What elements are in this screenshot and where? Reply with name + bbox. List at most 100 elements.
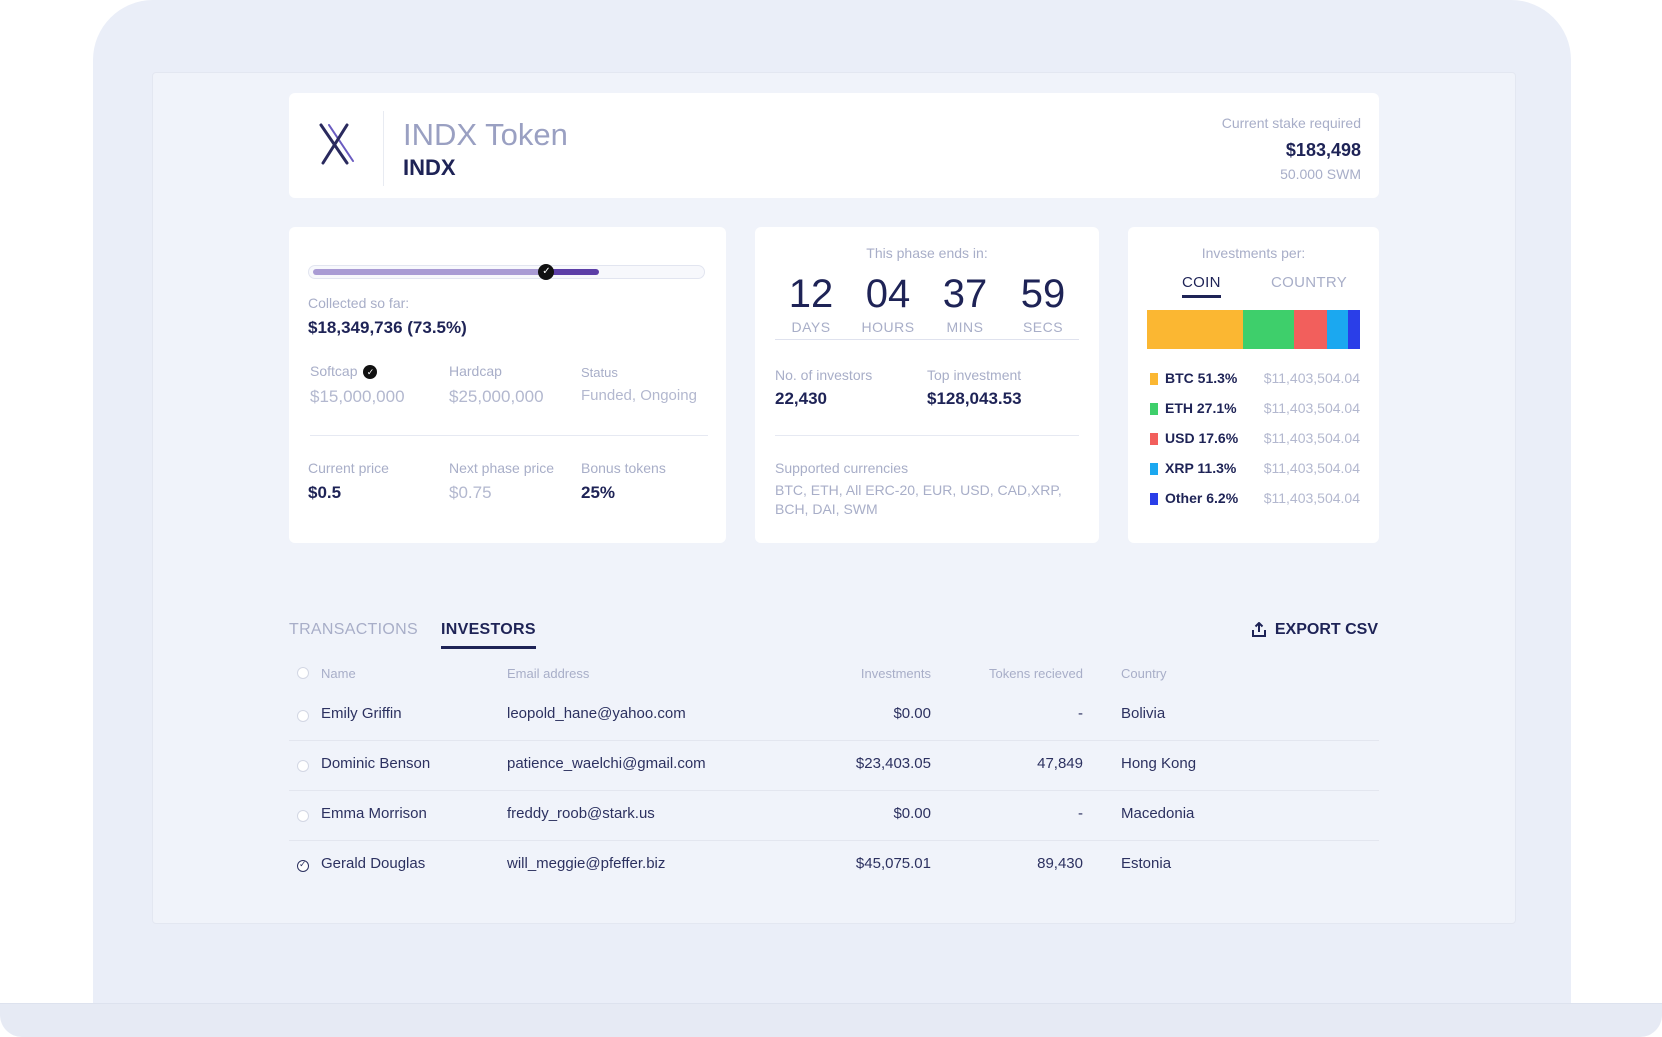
stacked-bar-segment [1348, 310, 1360, 349]
cell-tokens: - [1078, 805, 1083, 822]
softcap-check-icon: ✓ [363, 365, 378, 379]
cell-tokens: 47,849 [1037, 755, 1083, 772]
countdown-divider [775, 339, 1079, 340]
table-row[interactable]: Gerald Douglas will_meggie@pfeffer.biz $… [289, 841, 1379, 891]
swatch-btc [1150, 373, 1158, 385]
funding-divider [310, 435, 708, 436]
bonus-value: 25% [581, 483, 616, 502]
tab-coin[interactable]: COIN [1182, 274, 1221, 298]
col-header-investments[interactable]: Investments [860, 666, 931, 681]
cell-name: Dominic Benson [321, 755, 431, 772]
investors-value: 22,430 [775, 389, 827, 408]
swatch-usd [1150, 433, 1158, 445]
investments-title: Investments per: [1201, 245, 1306, 261]
progress-fill-softcap [313, 269, 547, 275]
row-checkbox[interactable] [297, 760, 309, 772]
cell-country: Macedonia [1121, 805, 1195, 822]
swatch-xrp [1150, 463, 1158, 475]
investment-row-eth: ETH 27.1% $11,403,504.04 [1150, 399, 1360, 419]
stake-value: $183,498 [1285, 140, 1361, 160]
cell-investments: $0.00 [893, 805, 931, 822]
stacked-bar-segment [1327, 310, 1349, 349]
row-checkbox[interactable] [297, 710, 309, 722]
cell-name: Emma Morrison [321, 805, 427, 822]
table-row[interactable]: Emily Griffin leopold_hane@yahoo.com $0.… [289, 691, 1379, 741]
export-icon [1251, 622, 1266, 637]
softcap-label: Softcap ✓ [310, 363, 378, 379]
investments-card: Investments per: COIN COUNTRY BTC 51.3% … [1128, 227, 1379, 543]
cell-country: Estonia [1121, 855, 1172, 872]
col-header-email[interactable]: Email address [507, 666, 590, 681]
col-header-tokens[interactable]: Tokens recieved [989, 666, 1083, 681]
countdown-secs: 59 SECS [1020, 272, 1066, 335]
stake-label: Current stake required [1221, 115, 1361, 131]
row-checkbox-checked[interactable] [297, 859, 309, 872]
stacked-bar-segment [1294, 310, 1328, 349]
cell-email: leopold_hane@yahoo.com [507, 705, 686, 722]
col-header-country[interactable]: Country [1121, 666, 1167, 681]
indx-logo-icon [319, 123, 354, 165]
progress-fill-collected [542, 269, 599, 275]
current-price-value: $0.5 [308, 483, 342, 502]
cell-email: patience_waelchi@gmail.com [507, 755, 706, 772]
funding-progress-bar: ✓ [308, 264, 705, 280]
status-label: Status [581, 365, 618, 380]
countdown-mins: 37 MINS [942, 272, 988, 335]
tab-transactions[interactable]: TRANSACTIONS [289, 621, 418, 638]
hardcap-value: $25,000,000 [449, 387, 544, 406]
top-investment-label: Top investment [927, 367, 1022, 383]
current-price-label: Current price [308, 460, 389, 476]
tab-investors[interactable]: INVESTORS [441, 621, 536, 649]
cell-name: Emily Griffin [321, 705, 402, 722]
next-price-label: Next phase price [449, 460, 555, 476]
phase-divider [775, 435, 1079, 436]
investors-label: No. of investors [775, 367, 873, 383]
cell-investments: $23,403.05 [855, 755, 931, 772]
status-value: Funded, Ongoing [581, 387, 697, 404]
currencies-label: Supported currencies [775, 460, 909, 476]
collected-label: Collected so far: [308, 295, 410, 311]
cell-investments: $45,075.01 [855, 855, 931, 872]
softcap-marker-icon: ✓ [538, 264, 555, 280]
phase-card: This phase ends in: 12 DAYS 04 HOURS 37 … [755, 227, 1099, 543]
stake-sub: 50.000 SWM [1280, 166, 1361, 182]
cell-name: Gerald Douglas [321, 855, 426, 872]
phase-title: This phase ends in: [866, 245, 988, 261]
token-header-card: INDX Token INDX Current stake required $… [289, 93, 1379, 198]
swatch-other [1150, 493, 1158, 505]
tab-country[interactable]: COUNTRY [1271, 274, 1347, 291]
investment-row-btc: BTC 51.3% $11,403,504.04 [1150, 369, 1360, 389]
logo-divider [383, 111, 384, 186]
dashboard-screen: INDX Token INDX Current stake required $… [152, 72, 1516, 924]
investment-row-usd: USD 17.6% $11,403,504.04 [1150, 429, 1360, 449]
softcap-value: $15,000,000 [310, 387, 405, 406]
export-csv-button[interactable]: EXPORT CSV [1251, 621, 1378, 639]
investment-stacked-bar [1147, 310, 1360, 349]
laptop-base [0, 1003, 1662, 1037]
cell-investments: $0.00 [893, 705, 931, 722]
cell-tokens: 89,430 [1037, 855, 1083, 872]
select-all-checkbox[interactable] [297, 667, 309, 679]
export-csv-label: EXPORT CSV [1274, 621, 1378, 638]
investment-row-xrp: XRP 11.3% $11,403,504.04 [1150, 459, 1360, 479]
countdown-hours: 04 HOURS [861, 272, 915, 335]
stacked-bar-segment [1147, 310, 1244, 349]
countdown-days: 12 DAYS [788, 272, 834, 335]
swatch-eth [1150, 403, 1158, 415]
collected-value: $18,349,736 (73.5%) [308, 318, 467, 337]
col-header-name[interactable]: Name [321, 666, 356, 681]
table-row[interactable]: Emma Morrison freddy_roob@stark.us $0.00… [289, 791, 1379, 841]
token-name: INDX Token [403, 117, 568, 152]
cell-tokens: - [1078, 705, 1083, 722]
stacked-bar-segment [1243, 310, 1295, 349]
token-symbol: INDX [403, 155, 456, 180]
table-row[interactable]: Dominic Benson patience_waelchi@gmail.co… [289, 741, 1379, 791]
hardcap-label: Hardcap [449, 363, 502, 379]
currencies-value: BTC, ETH, All ERC-20, EUR, USD, CAD,XRP,… [775, 482, 1062, 517]
row-checkbox[interactable] [297, 810, 309, 822]
cell-email: freddy_roob@stark.us [507, 805, 655, 822]
investment-row-other: Other 6.2% $11,403,504.04 [1150, 489, 1360, 509]
next-price-value: $0.75 [449, 483, 492, 502]
funding-card: ✓ Collected so far: $18,349,736 (73.5%) … [289, 227, 726, 543]
cell-country: Bolivia [1121, 705, 1166, 722]
